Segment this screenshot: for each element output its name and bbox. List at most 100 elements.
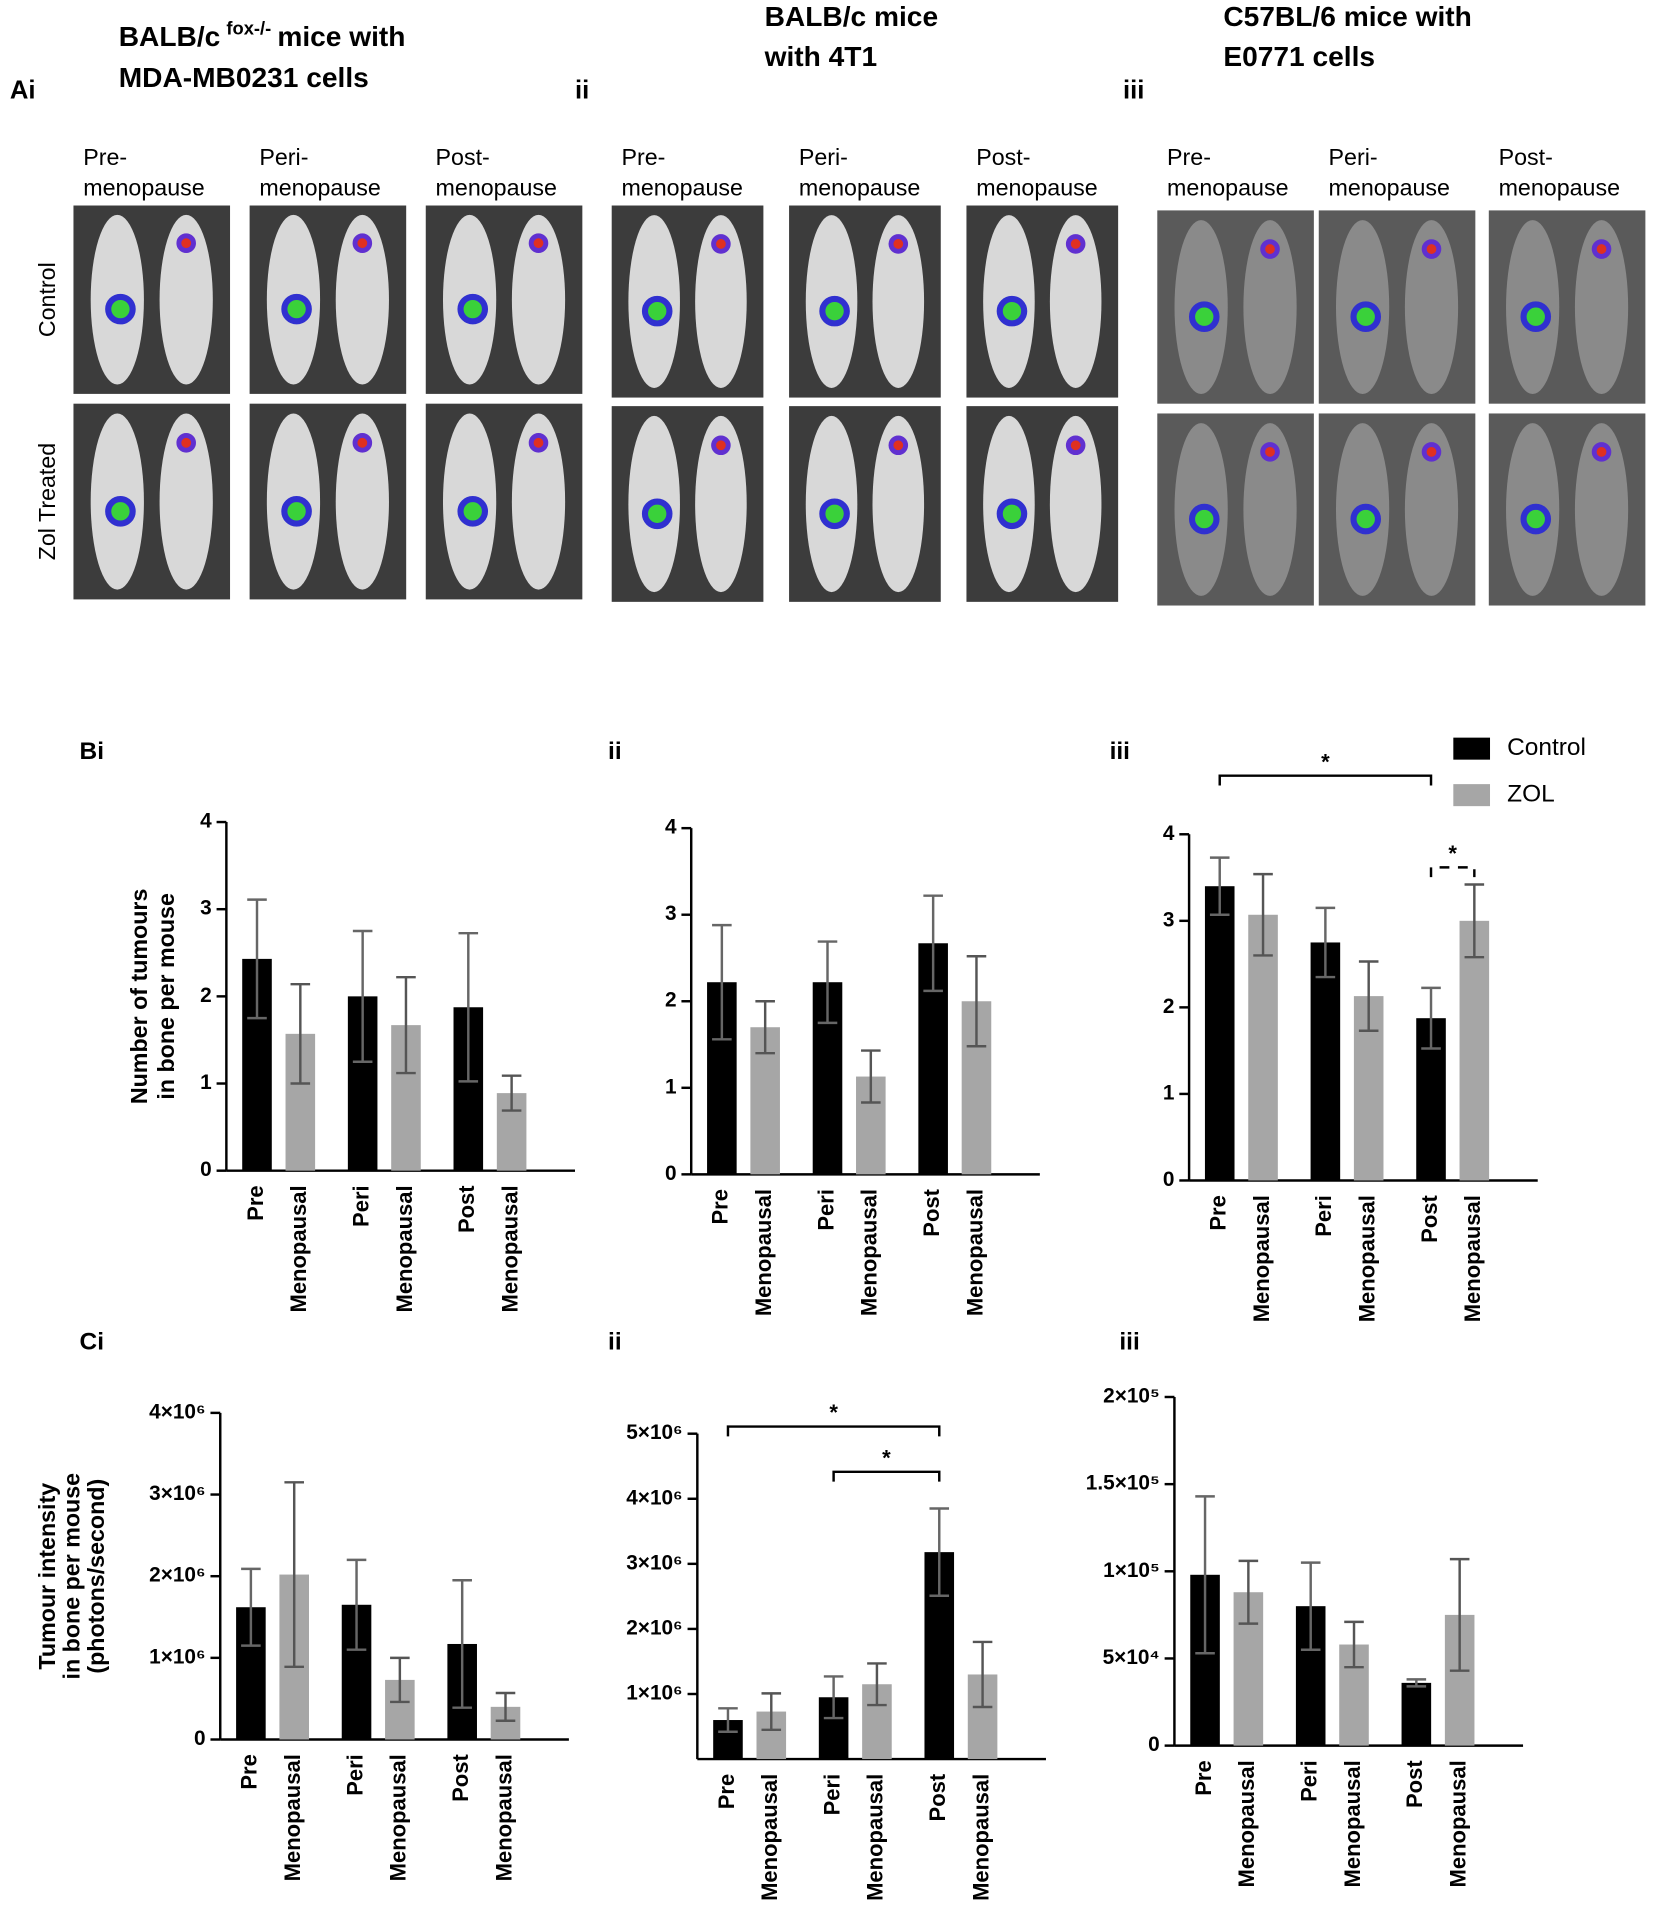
x-tick-label: Peri bbox=[1311, 1195, 1336, 1237]
x-tick-label: Post bbox=[1417, 1194, 1442, 1242]
signal bbox=[711, 435, 731, 456]
column-label: Post- bbox=[436, 144, 490, 170]
legend-swatch bbox=[1453, 737, 1491, 760]
panel-label: ii bbox=[575, 77, 589, 105]
bar bbox=[1248, 914, 1278, 1181]
error-bar bbox=[817, 940, 838, 1025]
error-bar bbox=[390, 1656, 410, 1704]
column-label: menopause bbox=[1329, 175, 1450, 201]
column-label: menopause bbox=[799, 175, 920, 201]
x-tick-label: Post bbox=[919, 1188, 944, 1236]
signal bbox=[1350, 503, 1382, 535]
bar bbox=[1204, 886, 1235, 1181]
x-tick-label: Menopausal bbox=[751, 1189, 776, 1316]
error-bar bbox=[1406, 1678, 1427, 1688]
error-bar bbox=[867, 1662, 887, 1707]
signal bbox=[996, 295, 1028, 327]
signal bbox=[1591, 239, 1612, 259]
signal bbox=[1065, 435, 1086, 456]
mouse-body bbox=[335, 413, 389, 590]
signal bbox=[281, 293, 312, 325]
mouse-body bbox=[1049, 215, 1102, 388]
mouse-body bbox=[159, 413, 213, 590]
signal bbox=[105, 496, 136, 527]
legend-label: ZOL bbox=[1507, 781, 1555, 808]
y-tick-label: 2 bbox=[665, 989, 677, 1012]
signal bbox=[176, 233, 196, 253]
signal bbox=[996, 498, 1028, 530]
x-tick-label: Peri bbox=[1297, 1760, 1322, 1802]
mouse-body bbox=[1404, 220, 1459, 395]
x-tick-label: Post bbox=[454, 1185, 479, 1233]
y-tick-label: 4 bbox=[1163, 822, 1175, 845]
x-tick-label: Post bbox=[448, 1754, 473, 1802]
panel-label: iii bbox=[1119, 1329, 1139, 1356]
y-tick-label: 5×10⁶ bbox=[626, 1421, 682, 1444]
signal bbox=[457, 496, 489, 527]
error-bar bbox=[966, 955, 987, 1048]
column-label: Peri- bbox=[799, 144, 848, 170]
x-tick-label: Pre bbox=[708, 1189, 733, 1224]
y-tick-label: 2×10⁶ bbox=[149, 1564, 205, 1587]
signal bbox=[1520, 301, 1552, 332]
error-bar bbox=[1315, 906, 1336, 979]
mouse-body bbox=[1243, 220, 1297, 395]
y-tick-label: 1×10⁶ bbox=[149, 1645, 205, 1668]
y-tick-label: 3×10⁶ bbox=[149, 1482, 205, 1505]
x-tick-label: Pre bbox=[243, 1185, 268, 1220]
bar bbox=[1310, 942, 1341, 1181]
legend-swatch bbox=[1453, 784, 1491, 807]
y-tick-label: 1×10⁶ bbox=[626, 1681, 682, 1704]
column-label: Pre- bbox=[621, 144, 665, 170]
signal bbox=[176, 433, 196, 453]
y-axis-label: Tumour intensity bbox=[34, 1483, 60, 1670]
error-bar bbox=[1209, 856, 1230, 916]
signal bbox=[528, 433, 549, 453]
y-tick-label: 4 bbox=[665, 816, 677, 839]
mouse-body bbox=[872, 415, 925, 593]
x-tick-label: Menopausal bbox=[968, 1774, 993, 1901]
signal bbox=[528, 233, 549, 253]
x-tick-label: Menopausal bbox=[1249, 1195, 1274, 1322]
signal bbox=[1421, 239, 1442, 259]
x-tick-label: Menopausal bbox=[962, 1189, 987, 1316]
column-label: Peri- bbox=[259, 144, 308, 170]
y-tick-label: 2×10⁶ bbox=[626, 1616, 682, 1639]
panel-title: BALB/c mice bbox=[765, 1, 939, 32]
signal bbox=[819, 498, 850, 530]
significance-bracket bbox=[1218, 774, 1433, 786]
significance-label: * bbox=[882, 1445, 891, 1470]
x-tick-label: Menopausal bbox=[1460, 1195, 1485, 1322]
signal bbox=[352, 433, 373, 453]
column-label: Pre- bbox=[83, 144, 127, 170]
column-label: Pre- bbox=[1167, 144, 1211, 170]
signal bbox=[105, 293, 136, 325]
x-tick-label: Peri bbox=[342, 1754, 367, 1796]
y-tick-label: 4 bbox=[200, 810, 212, 833]
error-bar bbox=[1344, 1620, 1364, 1669]
error-bar bbox=[923, 894, 943, 993]
x-tick-label: Pre bbox=[1206, 1195, 1231, 1230]
column-label: menopause bbox=[83, 175, 204, 201]
column-label: menopause bbox=[1499, 175, 1620, 201]
panel-label: iii bbox=[1123, 77, 1144, 105]
y-tick-label: 3 bbox=[1163, 908, 1175, 931]
x-tick-label: Menopausal bbox=[1355, 1195, 1380, 1322]
column-label: Peri- bbox=[1329, 144, 1378, 170]
panel-label: Ci bbox=[80, 1329, 104, 1356]
error-bar bbox=[346, 1558, 367, 1651]
error-bar bbox=[247, 898, 267, 1020]
signal bbox=[819, 295, 850, 327]
x-tick-label: Peri bbox=[348, 1185, 373, 1227]
y-tick-label: 0 bbox=[1163, 1168, 1175, 1191]
error-bar bbox=[1300, 1561, 1321, 1651]
error-bar bbox=[972, 1640, 993, 1709]
signal bbox=[1260, 442, 1280, 462]
error-bar bbox=[284, 1481, 304, 1669]
error-bar bbox=[929, 1507, 950, 1597]
x-tick-label: Post bbox=[925, 1773, 950, 1821]
y-tick-label: 0 bbox=[194, 1727, 206, 1750]
title-text: BALB/c bbox=[119, 22, 221, 53]
error-bar bbox=[861, 1049, 881, 1104]
y-tick-label: 4×10⁶ bbox=[626, 1486, 682, 1509]
